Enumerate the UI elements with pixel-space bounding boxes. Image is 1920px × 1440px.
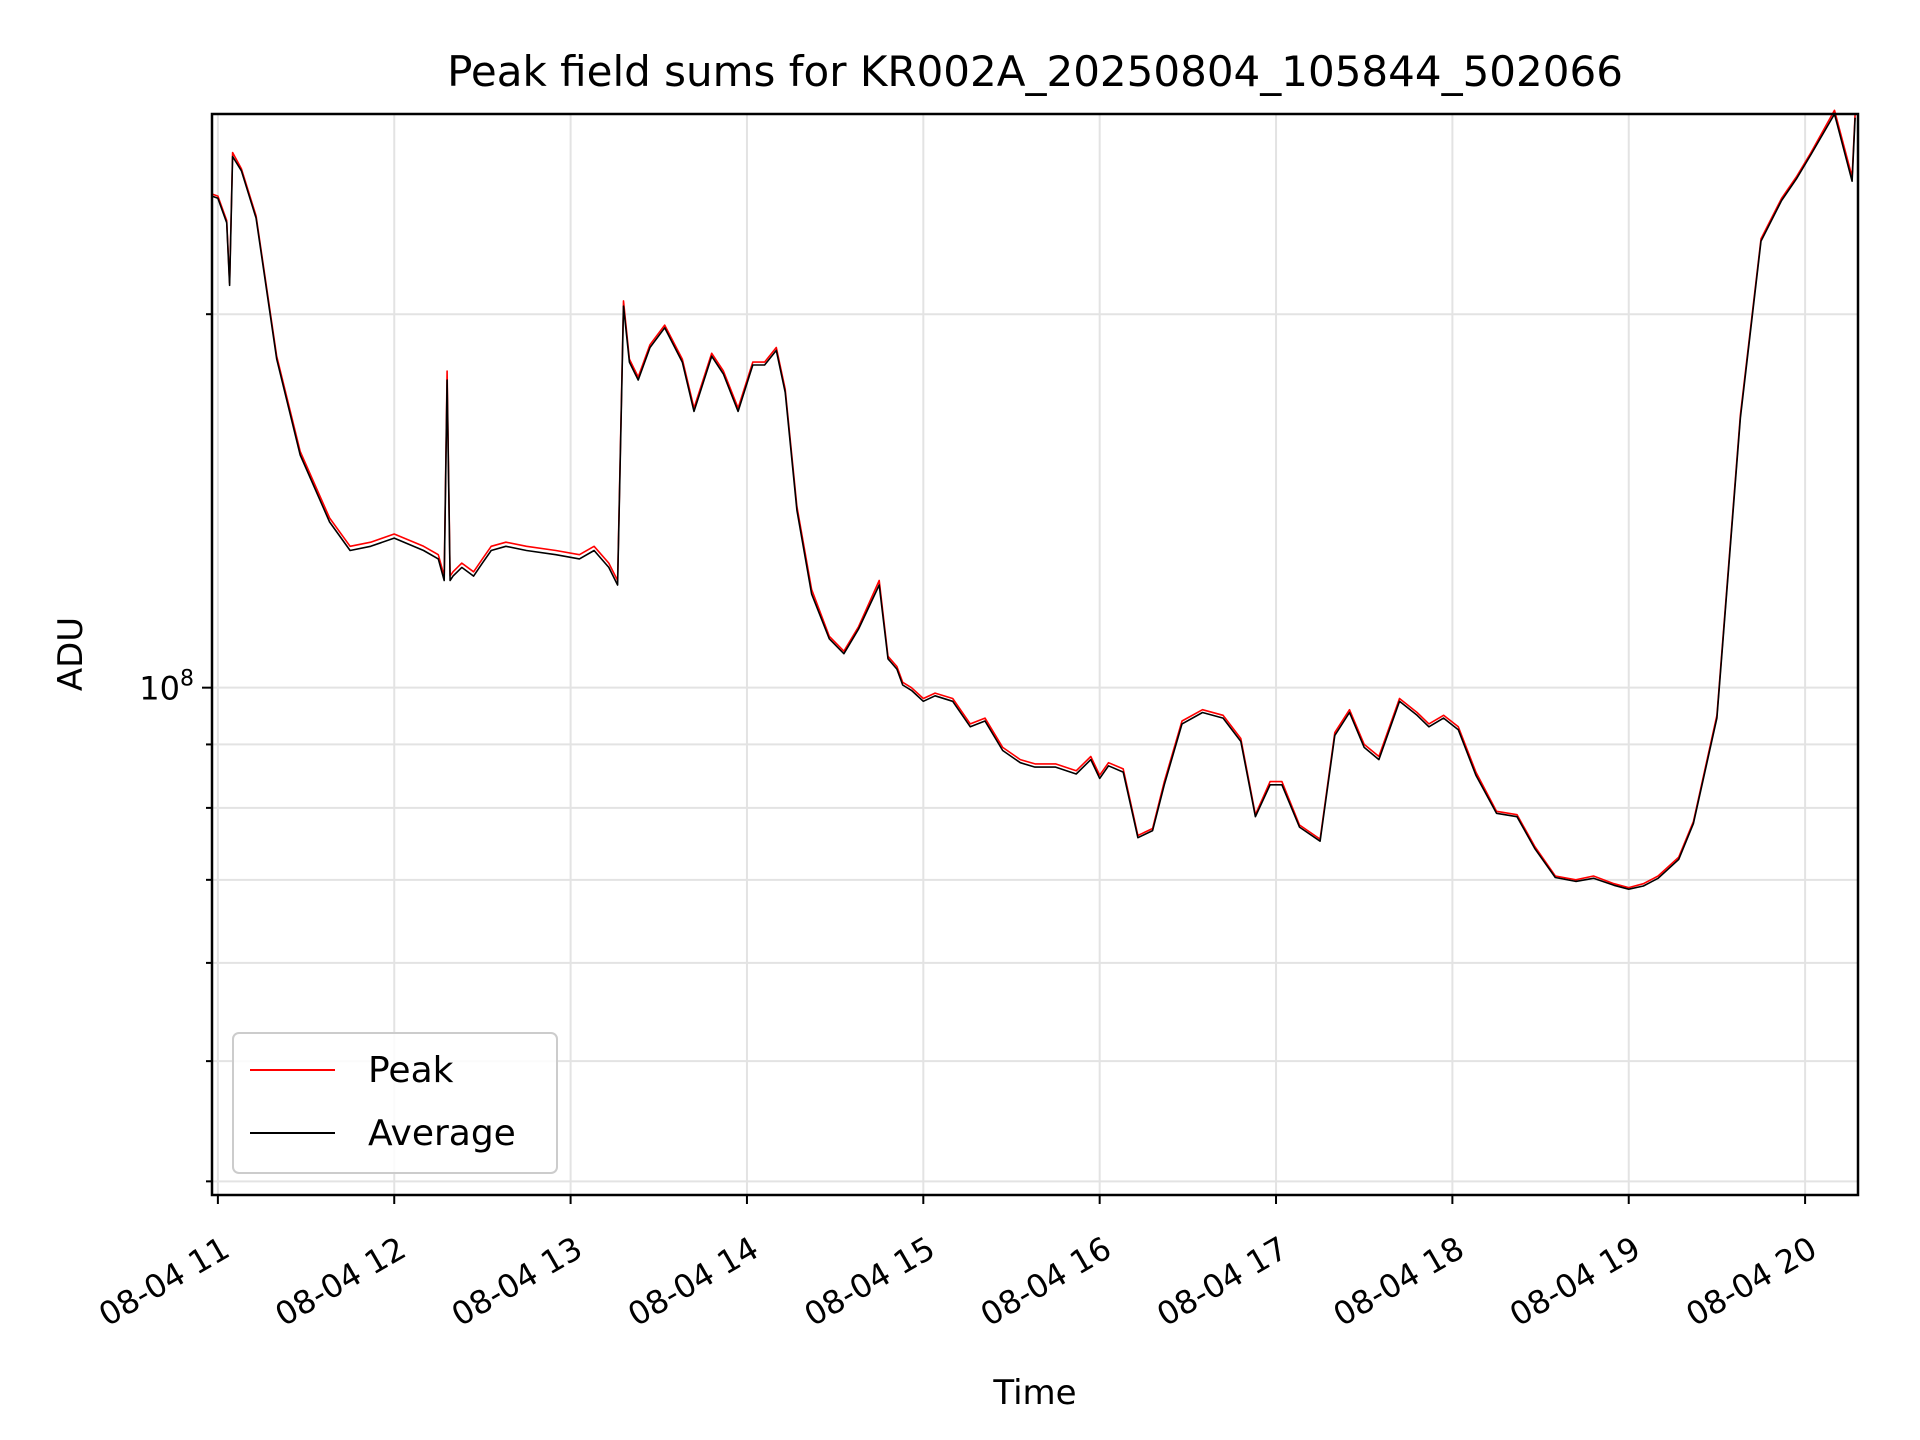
legend-label-peak: Peak [368,1050,454,1091]
chart-title: Peak field sums for KR002A_20250804_1058… [447,47,1623,96]
series-line-average [211,113,1856,891]
plot-frame [210,112,1860,1197]
y-axis-label: ADU [51,617,91,691]
legend-box [232,1032,558,1174]
x-axis-label: Time [992,1373,1076,1413]
legend: Peak Average [232,1032,558,1174]
series-line-peak [211,109,1856,889]
series-layer [211,109,1856,891]
legend-label-average: Average [368,1113,516,1154]
y-axis: 108 [139,313,212,1183]
y-tick-label: 108 [139,667,194,708]
